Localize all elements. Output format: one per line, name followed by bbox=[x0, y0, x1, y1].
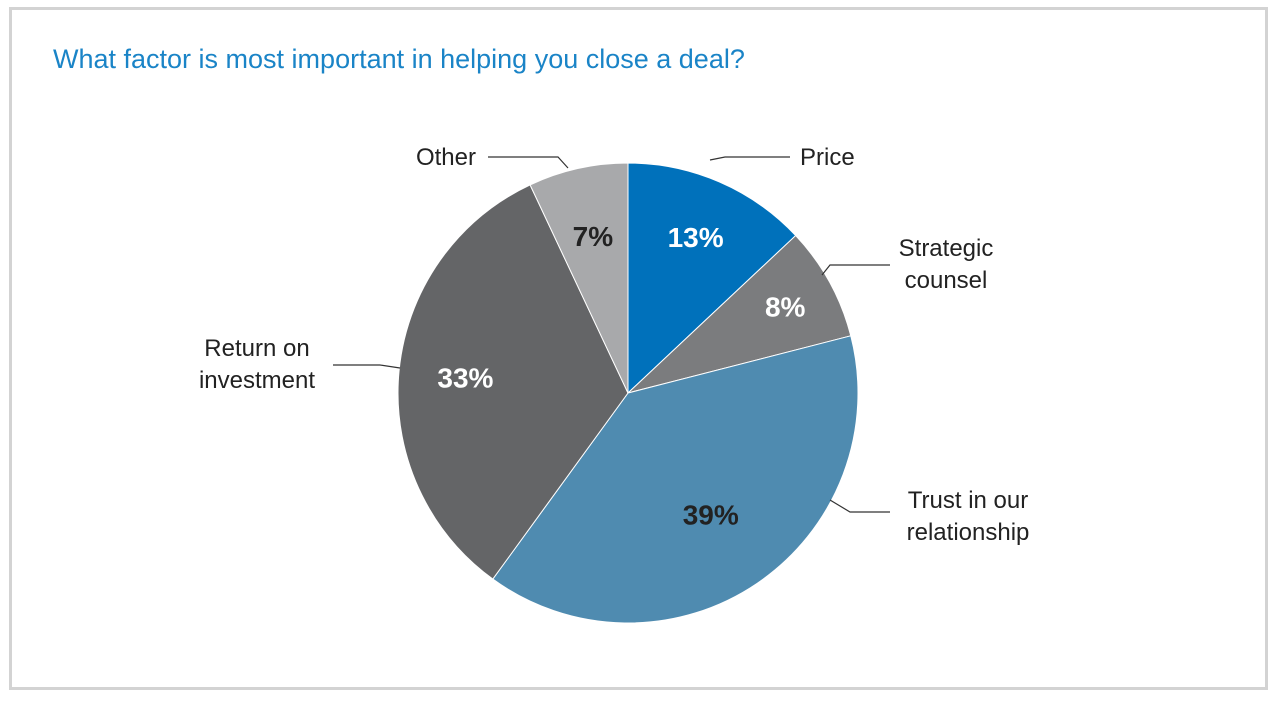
slice-category-label: Price bbox=[800, 144, 855, 171]
slice-category-label: Trust in our relationship bbox=[907, 487, 1030, 546]
chart-title: What factor is most important in helping… bbox=[53, 44, 745, 74]
slice-value-label: 8% bbox=[765, 292, 806, 323]
pie-slice-strategic-counsel bbox=[627, 234, 852, 394]
leader-line bbox=[488, 156, 569, 169]
slice-value-label: 33% bbox=[437, 363, 493, 394]
slice-value-label: 7% bbox=[573, 221, 614, 252]
slice-category-label: Strategic counsel bbox=[899, 235, 994, 294]
pie-slice-return-on-investment bbox=[397, 184, 629, 580]
leader-line bbox=[821, 264, 890, 276]
leader-line bbox=[333, 364, 401, 369]
slice-value-label: 39% bbox=[683, 500, 739, 531]
pie-slice-trust-in-our-relationship bbox=[492, 335, 859, 624]
leader-line bbox=[709, 156, 790, 161]
pie-slice-other bbox=[529, 162, 629, 394]
pie-slice-price bbox=[627, 162, 797, 395]
slice-value-label: 13% bbox=[668, 222, 724, 253]
leader-line bbox=[829, 499, 890, 513]
slice-category-label: Other bbox=[416, 144, 476, 171]
slice-category-label: Return on investment bbox=[199, 335, 315, 394]
